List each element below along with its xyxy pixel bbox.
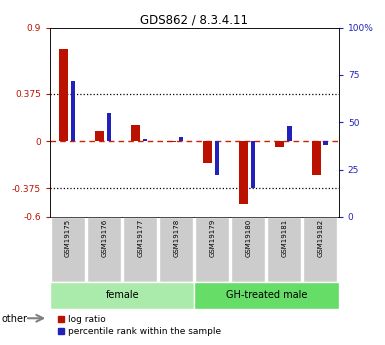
Text: GSM19175: GSM19175 xyxy=(65,219,71,257)
Text: GSM19179: GSM19179 xyxy=(209,219,216,257)
Bar xyxy=(179,137,183,141)
Text: GSM19182: GSM19182 xyxy=(318,219,324,257)
Bar xyxy=(239,141,248,204)
Bar xyxy=(267,217,301,282)
Bar xyxy=(107,113,111,141)
Text: GH-treated male: GH-treated male xyxy=(226,290,307,300)
Bar xyxy=(194,282,339,308)
Bar xyxy=(123,217,157,282)
Bar xyxy=(59,49,68,141)
Bar xyxy=(131,125,140,141)
Bar xyxy=(70,81,75,141)
Text: female: female xyxy=(105,290,139,300)
Text: GSM19178: GSM19178 xyxy=(173,219,179,257)
Text: GSM19180: GSM19180 xyxy=(246,219,251,257)
Bar xyxy=(287,126,291,141)
Bar xyxy=(50,282,194,308)
Bar xyxy=(51,217,85,282)
Bar xyxy=(95,131,104,141)
Bar xyxy=(159,217,193,282)
Bar xyxy=(215,141,219,175)
Title: GDS862 / 8.3.4.11: GDS862 / 8.3.4.11 xyxy=(141,13,248,27)
Bar xyxy=(303,217,337,282)
Bar xyxy=(143,139,147,141)
Bar xyxy=(195,217,229,282)
Bar xyxy=(251,141,255,188)
Bar xyxy=(231,217,265,282)
Text: other: other xyxy=(2,314,28,324)
Bar xyxy=(87,217,121,282)
Bar xyxy=(203,141,212,162)
Bar xyxy=(167,141,176,142)
Bar xyxy=(323,141,328,145)
Text: GSM19181: GSM19181 xyxy=(282,219,288,257)
Bar xyxy=(275,141,285,147)
Bar xyxy=(311,141,321,175)
Legend: log ratio, percentile rank within the sample: log ratio, percentile rank within the sa… xyxy=(55,312,225,339)
Text: GSM19176: GSM19176 xyxy=(101,219,107,257)
Text: GSM19177: GSM19177 xyxy=(137,219,143,257)
